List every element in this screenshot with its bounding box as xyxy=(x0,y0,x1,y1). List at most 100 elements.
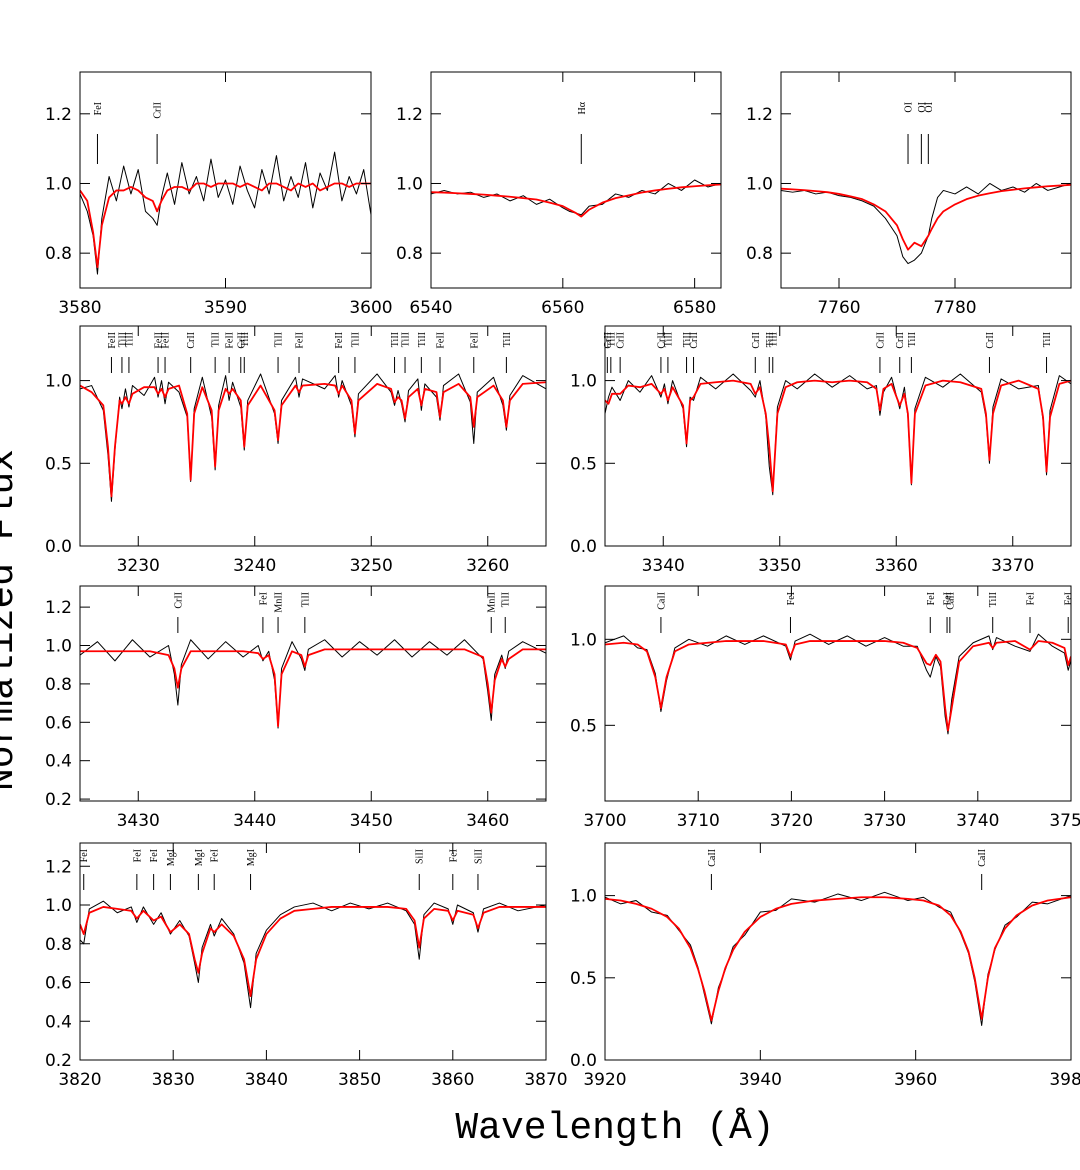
line-label: FeII xyxy=(469,332,480,349)
y-tick-label: 0.5 xyxy=(570,716,597,736)
x-tick-label: 3350 xyxy=(758,556,801,576)
y-tick-label: 1.0 xyxy=(570,630,597,650)
y-tick-label: 0.6 xyxy=(45,974,72,994)
spectrum-line xyxy=(605,891,1071,1026)
x-axis-title: Wavelength (Å) xyxy=(455,1107,774,1150)
x-tick-label: 3940 xyxy=(739,1070,782,1090)
x-tick-label: 7760 xyxy=(817,298,860,318)
line-label: CrII xyxy=(603,332,614,349)
plot-frame xyxy=(604,842,1072,1061)
line-label: TiII xyxy=(240,332,251,347)
x-tick-label: 3580 xyxy=(58,298,101,318)
x-tick-label: 3450 xyxy=(350,811,393,831)
line-label: TiII xyxy=(300,592,311,607)
spectrum-line xyxy=(605,379,1071,493)
panel: 6540 6560 6580 0.8 1.0 1.2 Hα xyxy=(396,71,722,318)
y-tick-label: 0.8 xyxy=(45,935,72,955)
line-label: TiII xyxy=(768,332,779,347)
line-label: CrII xyxy=(985,332,996,349)
x-tick-label: 3460 xyxy=(466,811,509,831)
x-tick-label: 3710 xyxy=(677,811,720,831)
spectrum-line xyxy=(80,151,371,275)
x-tick-label: 3740 xyxy=(956,811,999,831)
line-label: TiII xyxy=(124,332,135,347)
line-label: TiII xyxy=(117,332,128,347)
y-tick-label: 1.0 xyxy=(396,174,423,194)
y-tick-label: 1.2 xyxy=(746,105,773,125)
x-tick-label: 6540 xyxy=(409,298,452,318)
line-label: FeI xyxy=(149,849,160,862)
x-tick-label: 3920 xyxy=(583,1070,626,1090)
line-label: FeI xyxy=(93,102,104,115)
line-label: FeI xyxy=(132,849,143,862)
spectrum-line xyxy=(80,373,546,502)
line-label: CaII xyxy=(977,849,988,867)
spectrum-line xyxy=(80,381,546,498)
line-label: FeI xyxy=(448,849,459,862)
y-tick-label: 0.0 xyxy=(570,537,597,557)
x-tick-label: 3230 xyxy=(117,556,160,576)
line-label: FeI xyxy=(258,592,269,605)
line-label: TiII xyxy=(401,332,412,347)
x-tick-label: 3960 xyxy=(894,1070,937,1090)
line-label: CrII xyxy=(895,332,906,349)
x-tick-label: 3260 xyxy=(466,556,509,576)
line-label: TiII xyxy=(606,332,617,347)
line-label: Hα xyxy=(577,101,588,114)
y-tick-label: 0.8 xyxy=(45,675,72,695)
y-tick-label: 1.0 xyxy=(570,372,597,392)
panel: 3820 3830 3840 3850 3860 3870 0.2 0.4 0.6 0.8 1.0 1… xyxy=(45,842,568,1090)
x-tick-label: 3820 xyxy=(58,1070,101,1090)
line-label: OI xyxy=(924,102,935,113)
line-label: FeI xyxy=(1064,592,1075,605)
x-tick-label: 3850 xyxy=(338,1070,381,1090)
x-tick-label: 3700 xyxy=(583,811,626,831)
y-tick-label: 1.0 xyxy=(45,896,72,916)
plot-frame xyxy=(430,71,722,289)
line-label: OI xyxy=(904,102,915,113)
x-tick-label: 3440 xyxy=(233,811,276,831)
line-label: CaII xyxy=(656,592,667,610)
y-tick-label: 1.2 xyxy=(45,105,72,125)
line-label: CrII xyxy=(689,332,700,349)
x-tick-label: 3830 xyxy=(152,1070,195,1090)
x-tick-label: 3370 xyxy=(991,556,1034,576)
x-tick-label: 3600 xyxy=(349,298,392,318)
spectrum-line xyxy=(80,639,546,729)
line-label: TiII xyxy=(350,332,361,347)
line-label: OI xyxy=(917,102,928,113)
line-label: CrII xyxy=(616,332,627,349)
x-tick-label: 3870 xyxy=(524,1070,567,1090)
x-tick-label: 3590 xyxy=(204,298,247,318)
line-label: TiII xyxy=(211,332,222,347)
line-label: FeII xyxy=(107,332,118,349)
y-tick-label: 1.2 xyxy=(45,598,72,618)
line-label: TiII xyxy=(907,332,918,347)
plot-frame xyxy=(780,71,1072,289)
y-tick-label: 1.0 xyxy=(45,174,72,194)
line-label: TiII xyxy=(765,332,776,347)
line-label: TiII xyxy=(988,592,999,607)
line-label: FeII xyxy=(334,332,345,349)
spectrum-line xyxy=(80,906,546,997)
spectrum-line xyxy=(431,179,721,216)
line-label: FeI xyxy=(943,592,954,605)
line-label: TiII xyxy=(417,332,428,347)
plot-frame xyxy=(79,585,547,802)
y-tick-label: 0.8 xyxy=(746,244,773,264)
x-tick-label: 3360 xyxy=(875,556,918,576)
line-label: FeI xyxy=(210,849,221,862)
line-label: FeII xyxy=(435,332,446,349)
x-tick-label: 3430 xyxy=(117,811,160,831)
line-label: MnII xyxy=(274,592,285,613)
line-label: TiII xyxy=(682,332,693,347)
y-tick-label: 1.0 xyxy=(45,372,72,392)
line-label: SiII xyxy=(473,849,484,864)
plot-frame xyxy=(604,585,1072,802)
y-tick-label: 1.0 xyxy=(45,637,72,657)
x-tick-label: 6580 xyxy=(673,298,716,318)
line-label: FeII xyxy=(154,332,165,349)
